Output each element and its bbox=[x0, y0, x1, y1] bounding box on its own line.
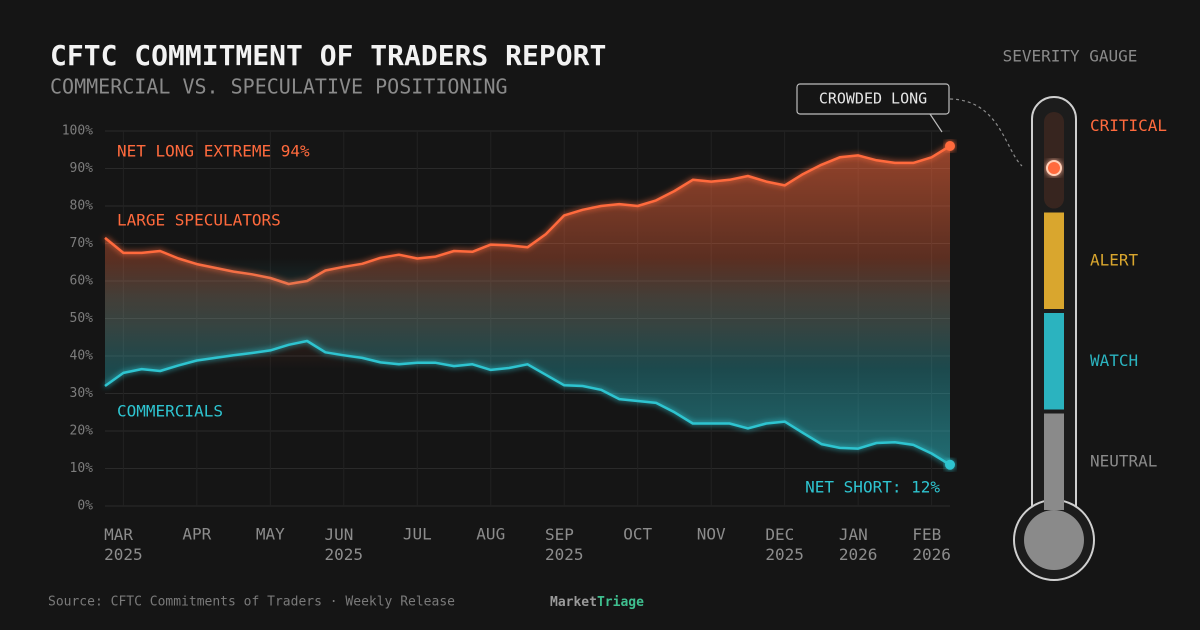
x-tick-label: DEC 2025 bbox=[765, 525, 804, 564]
x-tick-label: APR bbox=[182, 525, 211, 544]
series-label: COMMERCIALS bbox=[117, 402, 223, 421]
x-tick-line: 2026 bbox=[912, 545, 951, 564]
x-tick-label: MAY bbox=[256, 525, 285, 544]
x-tick-line: SEP bbox=[545, 525, 584, 544]
x-tick-label: FEB 2026 bbox=[912, 525, 951, 564]
brand-part: Market bbox=[550, 595, 597, 610]
gauge-segment bbox=[1044, 313, 1064, 410]
gauge-segment bbox=[1044, 413, 1064, 510]
x-tick-label: MAR 2025 bbox=[104, 525, 143, 564]
gauge-bulb bbox=[1024, 510, 1084, 570]
y-tick-label: 0% bbox=[77, 499, 93, 514]
y-tick-label: 20% bbox=[70, 424, 94, 439]
x-tick-label: NOV bbox=[697, 525, 726, 544]
y-tick-label: 30% bbox=[70, 386, 94, 401]
gauge-level-label: CRITICAL bbox=[1090, 116, 1167, 135]
x-tick-label: OCT bbox=[623, 525, 652, 544]
y-tick-label: 10% bbox=[70, 461, 94, 476]
annotation: NET LONG EXTREME 94% bbox=[117, 142, 310, 161]
x-tick-line: JAN bbox=[839, 525, 878, 544]
annotation: NET SHORT: 12% bbox=[805, 478, 940, 497]
y-tick-label: 50% bbox=[70, 311, 94, 326]
area bbox=[105, 131, 950, 465]
chart-title: CFTC COMMITMENT OF TRADERS REPORT bbox=[50, 39, 606, 72]
chart-subtitle: COMMERCIAL VS. SPECULATIVE POSITIONING bbox=[50, 75, 508, 99]
source-note: Source: CFTC Commitments of Traders · We… bbox=[48, 595, 455, 610]
x-tick-label: AUG bbox=[476, 525, 505, 544]
y-tick-label: 60% bbox=[70, 274, 94, 289]
gauge-segment bbox=[1044, 212, 1064, 309]
gauge-level-label: NEUTRAL bbox=[1090, 451, 1157, 470]
brand-part: Triage bbox=[597, 595, 644, 610]
x-tick-line: 2025 bbox=[545, 545, 584, 564]
x-tick-line: DEC bbox=[765, 525, 804, 544]
x-tick-line: 2025 bbox=[104, 545, 143, 564]
x-tick-line: FEB bbox=[912, 525, 951, 544]
y-tick-label: 80% bbox=[70, 199, 94, 214]
callout: CROWDED LONG bbox=[819, 90, 927, 108]
gauge-title: SEVERITY GAUGE bbox=[1003, 47, 1138, 66]
y-tick-label: 100% bbox=[62, 124, 93, 139]
x-tick-line: 2025 bbox=[325, 545, 364, 564]
x-tick-line: 2025 bbox=[765, 545, 804, 564]
x-tick-label: JAN 2026 bbox=[839, 525, 878, 564]
y-tick-label: 90% bbox=[70, 161, 94, 176]
y-tick-label: 40% bbox=[70, 349, 94, 364]
end-point bbox=[945, 459, 955, 470]
x-tick-line: MAR bbox=[104, 525, 143, 544]
x-tick-label: SEP 2025 bbox=[545, 525, 584, 564]
callout-box bbox=[796, 83, 950, 115]
gauge-level-label: ALERT bbox=[1090, 250, 1139, 269]
x-tick-line: JUN bbox=[325, 525, 364, 544]
brand: MarketTriage bbox=[550, 595, 644, 610]
x-tick-line: 2026 bbox=[839, 545, 878, 564]
x-tick-label: JUN 2025 bbox=[325, 525, 364, 564]
line bbox=[104, 339, 951, 466]
gauge-level-label: WATCH bbox=[1090, 351, 1138, 370]
x-tick-label: JUL bbox=[403, 525, 432, 544]
gauge-indicator bbox=[1046, 160, 1062, 176]
callout-pointer bbox=[929, 113, 943, 133]
y-tick-label: 70% bbox=[70, 236, 94, 251]
